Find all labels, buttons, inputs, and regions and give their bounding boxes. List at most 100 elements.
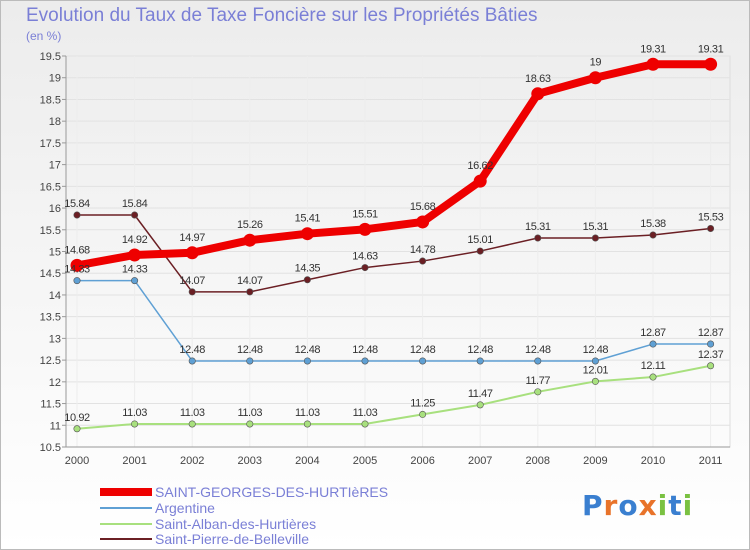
data-label-saint-pierre: 15.31 (525, 221, 551, 233)
x-tick-label: 2011 (699, 455, 723, 467)
y-tick-label: 15 (49, 247, 61, 259)
data-point-argentine (649, 340, 657, 348)
data-point-argentine (707, 340, 715, 348)
data-label-argentine: 12.48 (467, 344, 493, 356)
data-point-saint-georges (185, 246, 199, 260)
data-point-saint-pierre (73, 211, 81, 219)
data-point-argentine (476, 357, 484, 365)
y-tick-label: 17.5 (40, 138, 61, 150)
data-label-argentine: 12.48 (583, 344, 609, 356)
data-point-saint-pierre (419, 257, 427, 265)
data-label-saint-georges: 14.68 (64, 244, 90, 256)
y-tick-label: 19 (49, 73, 61, 85)
logo-letter: i (682, 489, 694, 522)
data-label-saint-pierre: 14.07 (237, 275, 263, 287)
series-line-saint-georges (76, 60, 711, 270)
data-label-argentine: 12.87 (698, 327, 724, 339)
data-label-saint-pierre: 15.38 (640, 218, 666, 230)
data-point-saint-georges (300, 227, 314, 241)
data-point-saint-pierre (188, 288, 196, 296)
legend-swatch-argentine (100, 507, 152, 509)
legend-label-saint-georges: SAINT-GEORGES-DES-HURTIèRES (155, 484, 389, 500)
data-point-argentine (73, 277, 81, 285)
y-tick-label: 15.5 (40, 225, 61, 237)
legend-swatch-saint-georges (100, 488, 152, 496)
data-point-saint-georges (70, 258, 84, 272)
logo-letter: i (657, 489, 669, 522)
data-label-saint-georges: 15.68 (410, 201, 436, 213)
x-tick-label: 2009 (583, 455, 607, 467)
data-label-saint-alban: 11.03 (237, 407, 262, 419)
data-label-argentine: 12.48 (352, 344, 378, 356)
x-tick-label: 2004 (295, 455, 319, 467)
data-point-saint-georges (473, 174, 487, 188)
data-label-saint-alban: 12.11 (641, 360, 666, 372)
data-point-saint-alban (361, 420, 369, 428)
data-point-saint-pierre (591, 234, 599, 242)
data-point-saint-alban (419, 410, 427, 418)
data-label-saint-alban: 11.77 (525, 375, 550, 387)
data-point-saint-georges (531, 87, 545, 101)
y-tick-label: 11.5 (40, 399, 61, 411)
series-line-saint-alban (76, 364, 711, 430)
data-label-argentine: 12.48 (525, 344, 551, 356)
legend-label-argentine: Argentine (155, 500, 215, 516)
data-point-saint-alban (73, 425, 81, 433)
logo-letter: t (668, 489, 683, 522)
data-point-saint-georges (416, 215, 430, 229)
x-tick-label: 2000 (65, 455, 89, 467)
data-label-saint-pierre: 15.53 (698, 211, 724, 223)
y-tick-label: 12.5 (40, 355, 61, 367)
y-tick-label: 10.5 (40, 442, 61, 454)
data-point-argentine (361, 357, 369, 365)
data-point-saint-alban (188, 420, 196, 428)
data-label-saint-alban: 11.03 (180, 407, 205, 419)
data-label-saint-alban: 11.03 (295, 407, 320, 419)
data-label-saint-georges: 19 (590, 57, 602, 69)
data-point-saint-pierre (649, 231, 657, 239)
data-point-saint-pierre (131, 211, 139, 219)
y-tick-label: 18.5 (40, 94, 61, 106)
data-point-argentine (131, 277, 139, 285)
y-tick-label: 16 (49, 203, 61, 215)
y-axis-unit-label: (en %) (26, 29, 62, 43)
data-point-saint-georges (646, 57, 660, 71)
data-label-saint-pierre: 14.78 (410, 244, 436, 256)
y-tick-label: 12 (49, 377, 61, 389)
data-label-saint-alban: 11.03 (122, 407, 147, 419)
data-label-argentine: 14.33 (64, 264, 90, 276)
data-point-saint-georges (128, 248, 142, 262)
data-label-saint-alban: 11.25 (410, 397, 435, 409)
data-label-argentine: 12.48 (410, 344, 436, 356)
logo-letter: P (582, 489, 604, 522)
data-point-saint-alban (476, 401, 484, 409)
y-tick-label: 17 (49, 160, 61, 172)
x-tick-label: 2002 (180, 455, 204, 467)
data-label-saint-alban: 10.92 (64, 412, 90, 424)
data-point-argentine (303, 357, 311, 365)
x-tick-label: 2001 (122, 455, 146, 467)
data-point-saint-pierre (246, 288, 254, 296)
data-point-saint-alban (649, 373, 657, 381)
data-label-argentine: 14.33 (122, 264, 148, 276)
data-label-argentine: 12.48 (179, 344, 205, 356)
data-point-argentine (188, 357, 196, 365)
data-label-saint-georges: 15.26 (237, 219, 263, 231)
data-label-saint-pierre: 15.84 (64, 198, 90, 210)
data-point-saint-pierre (476, 247, 484, 255)
data-point-saint-pierre (534, 234, 542, 242)
data-point-argentine (246, 357, 254, 365)
data-label-saint-pierre: 14.07 (179, 275, 205, 287)
y-tick-label: 18 (49, 116, 61, 128)
data-label-saint-alban: 11.03 (353, 407, 378, 419)
data-label-saint-georges: 19.31 (640, 43, 666, 55)
legend-item-argentine: Argentine (100, 500, 500, 516)
data-label-saint-pierre: 15.84 (122, 198, 148, 210)
data-label-argentine: 12.48 (237, 344, 263, 356)
chart-title: Evolution du Taux de Taxe Foncière sur l… (26, 5, 538, 26)
y-tick-label: 14 (49, 290, 61, 302)
series-line-argentine (77, 279, 711, 362)
y-tick-label: 11 (50, 420, 61, 432)
